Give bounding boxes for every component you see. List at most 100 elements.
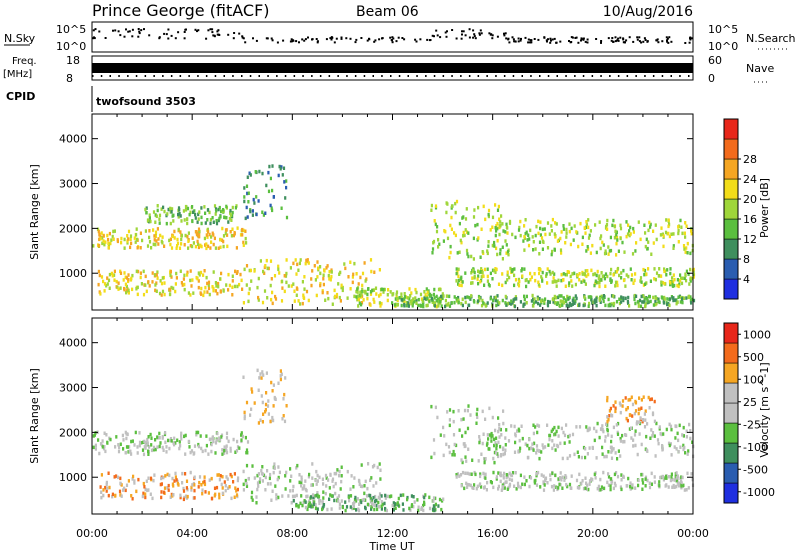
range-gate-cell xyxy=(203,479,206,484)
range-gate-cell xyxy=(188,212,191,217)
range-gate-cell xyxy=(510,299,513,303)
range-gate-cell xyxy=(663,297,666,301)
beam-label: Beam 06 xyxy=(356,4,419,20)
range-gate-cell xyxy=(299,258,302,262)
nave-point xyxy=(214,75,217,77)
range-gate-cell xyxy=(438,242,441,246)
range-gate-cell xyxy=(143,439,146,444)
range-gate-cell xyxy=(204,490,207,494)
range-gate-cell xyxy=(287,494,290,498)
range-gate-cell xyxy=(619,226,623,231)
range-gate-cell xyxy=(246,215,249,219)
range-gate-cell xyxy=(160,207,163,211)
nave-point xyxy=(276,75,278,77)
range-gate-cell xyxy=(230,496,233,501)
range-gate-cell xyxy=(256,368,259,373)
range-gate-cell xyxy=(461,297,464,301)
nsky-point xyxy=(289,40,292,43)
range-gate-cell xyxy=(650,471,653,476)
range-gate-cell xyxy=(162,448,165,452)
range-gate-cell xyxy=(644,475,648,480)
range-gate-cell xyxy=(378,294,381,298)
nave-point xyxy=(425,75,427,77)
range-gate-cell xyxy=(260,469,263,473)
range-gate-cell xyxy=(586,452,589,456)
range-gate-cell xyxy=(549,477,552,482)
range-gate-cell xyxy=(274,294,277,299)
range-gate-cell xyxy=(149,432,152,437)
range-gate-cell xyxy=(416,498,419,502)
colorbar-segment xyxy=(723,198,739,220)
range-gate-cell xyxy=(671,296,674,300)
range-gate-cell xyxy=(658,480,661,484)
range-gate-cell xyxy=(692,275,695,279)
range-gate-cell xyxy=(462,417,465,421)
range-gate-cell xyxy=(525,284,528,289)
range-gate-cell xyxy=(622,474,625,479)
range-gate-cell xyxy=(453,231,456,235)
nsky-point xyxy=(555,41,558,44)
range-gate-cell xyxy=(582,445,586,450)
range-gate-cell xyxy=(417,505,420,509)
range-gate-cell xyxy=(214,212,217,216)
range-gate-cell xyxy=(141,448,145,452)
range-gate-cell xyxy=(499,444,502,449)
range-gate-cell xyxy=(478,438,481,443)
range-gate-cell xyxy=(403,297,406,301)
range-gate-cell xyxy=(590,297,593,302)
range-gate-cell xyxy=(184,233,187,238)
range-gate-cell xyxy=(510,424,513,428)
range-gate-cell xyxy=(493,450,496,455)
nsky-point xyxy=(529,39,532,42)
range-gate-cell xyxy=(353,476,356,480)
range-gate-cell xyxy=(258,376,261,380)
range-gate-cell xyxy=(180,434,183,438)
range-gate-cell xyxy=(285,280,288,285)
range-gate-cell xyxy=(487,244,490,248)
range-gate-cell xyxy=(257,388,260,392)
range-gate-cell xyxy=(321,477,324,481)
range-gate-cell xyxy=(256,487,259,492)
range-gate-cell xyxy=(434,204,438,208)
range-gate-cell xyxy=(190,449,194,453)
range-gate-cell xyxy=(175,271,178,276)
range-gate-cell xyxy=(170,208,173,212)
range-gate-cell xyxy=(638,420,641,424)
range-gate-cell xyxy=(171,494,174,498)
range-gate-cell xyxy=(684,221,687,225)
range-gate-cell xyxy=(216,473,219,477)
range-gate-cell xyxy=(309,495,313,499)
range-gate-cell xyxy=(502,473,505,478)
range-gate-cell xyxy=(548,437,551,442)
range-gate-cell xyxy=(627,274,630,279)
range-gate-cell xyxy=(470,294,473,298)
range-gate-cell xyxy=(575,296,578,301)
colorbar-segment xyxy=(723,342,739,364)
range-gate-cell xyxy=(550,224,553,228)
range-gate-cell xyxy=(175,276,178,280)
range-gate-cell xyxy=(180,233,183,238)
range-gate-cell xyxy=(151,496,154,501)
range-gate-cell xyxy=(384,506,387,511)
range-gate-cell xyxy=(593,272,596,276)
range-gate-cell xyxy=(436,225,439,229)
range-gate-cell xyxy=(657,299,660,304)
range-gate-cell xyxy=(609,484,612,488)
range-gate-cell xyxy=(421,299,424,303)
range-gate-cell xyxy=(173,442,176,447)
range-gate-cell xyxy=(497,484,500,489)
range-gate-cell xyxy=(471,268,475,273)
range-gate-cell xyxy=(363,484,366,488)
range-gate-cell xyxy=(480,227,483,231)
range-gate-cell xyxy=(495,267,498,272)
range-gate-cell xyxy=(197,212,200,217)
range-gate-cell xyxy=(527,280,530,284)
range-gate-cell xyxy=(433,508,436,513)
range-gate-cell xyxy=(535,444,539,448)
range-gate-cell xyxy=(169,438,172,443)
range-gate-cell xyxy=(458,250,461,254)
range-gate-cell xyxy=(619,223,622,228)
range-gate-cell xyxy=(158,221,161,225)
range-gate-cell xyxy=(217,207,220,212)
range-gate-cell xyxy=(113,278,116,282)
